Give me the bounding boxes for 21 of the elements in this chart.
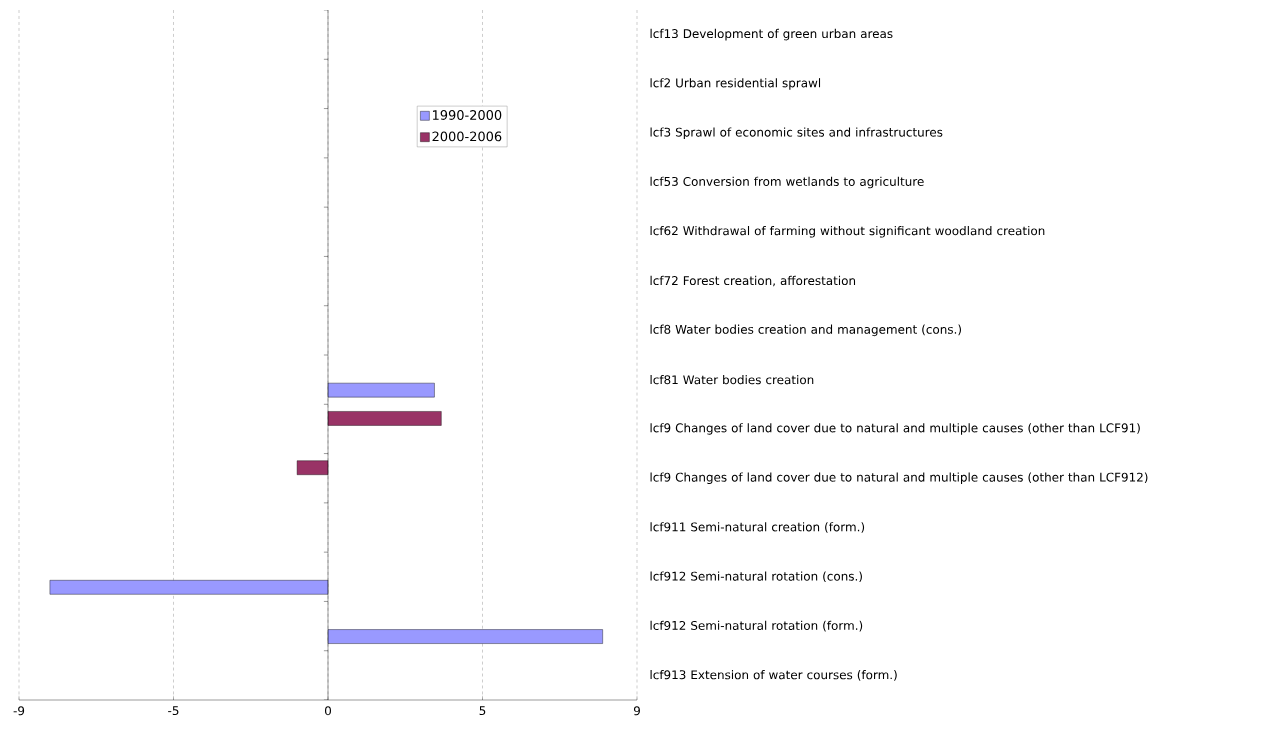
x-tick-label: -9 (13, 706, 25, 716)
x-tick-label: 0 (324, 706, 332, 716)
y-tick-label: lcf913 Extension of water courses (form.) (650, 670, 897, 681)
legend-label: 2000-2006 (432, 131, 502, 142)
legend-label: 1990-2000 (432, 110, 502, 120)
y-tick-label: lcf911 Semi-natural creation (form.) (650, 522, 865, 533)
x-tick-label: 5 (479, 706, 486, 716)
x-tick-label: -5 (168, 706, 179, 716)
y-tick-label: lcf9 Changes of land cover due to natural and multiple causes (other than LCF912) (650, 472, 1148, 484)
y-tick-label: lcf81 Water bodies creation (650, 375, 814, 385)
y-tick-label: lcf912 Semi-natural rotation (cons.) (650, 571, 862, 583)
y-tick-label: lcf72 Forest creation, afforestation (650, 275, 856, 287)
y-tick-label: lcf53 Conversion from wetlands to agriculture (650, 176, 924, 189)
x-tick-label: 9 (633, 706, 640, 716)
y-tick-label: lcf912 Semi-natural rotation (form.) (650, 620, 863, 632)
y-tick-label: lcf3 Sprawl of economic sites and infrastructures (650, 127, 943, 139)
y-tick-label: lcf8 Water bodies creation and management (cons.) (650, 324, 961, 337)
y-tick-label: lcf13 Development of green urban areas (650, 28, 893, 41)
y-tick-label: lcf2 Urban residential sprawl (650, 78, 821, 90)
y-tick-label: lcf9 Changes of land cover due to natural and multiple causes (other than LCF91) (650, 423, 1140, 435)
y-tick-label: lcf62 Withdrawal of farming without significant woodland creation (650, 226, 1045, 238)
